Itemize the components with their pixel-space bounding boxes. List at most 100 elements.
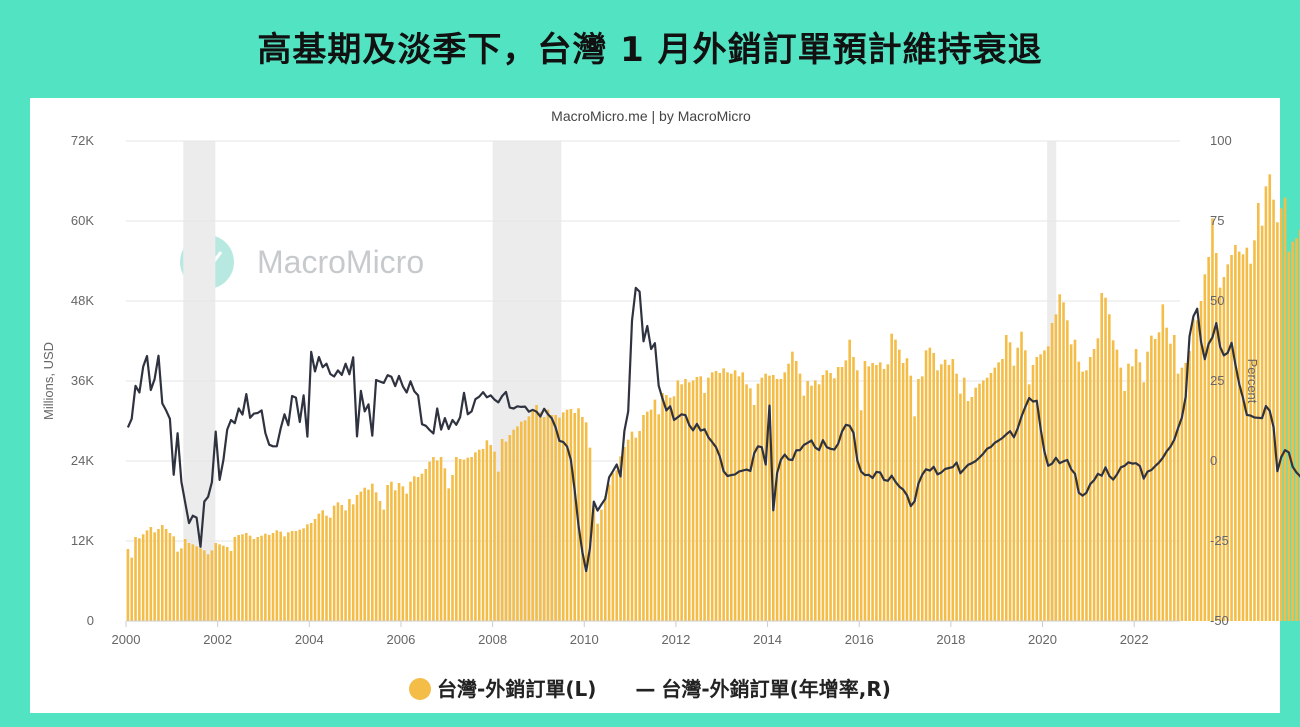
bar[interactable] [1295, 238, 1298, 622]
bar[interactable] [1069, 344, 1073, 621]
bar[interactable] [153, 532, 156, 621]
bar[interactable] [863, 361, 867, 621]
bar[interactable] [565, 409, 569, 621]
bar[interactable] [966, 401, 970, 621]
bar[interactable] [844, 360, 848, 621]
bar[interactable] [657, 414, 661, 621]
bar[interactable] [432, 457, 435, 621]
bar[interactable] [443, 468, 447, 621]
bar[interactable] [626, 439, 630, 621]
bar[interactable] [222, 545, 225, 621]
bar[interactable] [1253, 240, 1256, 622]
bar[interactable] [367, 489, 370, 621]
bar[interactable] [130, 557, 134, 621]
bar[interactable] [539, 412, 542, 621]
bar[interactable] [856, 370, 859, 621]
bar[interactable] [519, 421, 523, 621]
bar[interactable] [1085, 370, 1088, 621]
bar[interactable] [1211, 218, 1214, 622]
bar[interactable] [630, 431, 634, 621]
bar[interactable] [283, 536, 286, 621]
bar[interactable] [936, 370, 939, 621]
bar[interactable] [687, 382, 691, 621]
bar[interactable] [756, 383, 760, 621]
bar[interactable] [244, 533, 248, 621]
bar[interactable] [134, 537, 137, 621]
bar[interactable] [420, 473, 424, 621]
bar[interactable] [512, 429, 515, 621]
bar[interactable] [726, 372, 729, 621]
legend-item-line[interactable]: — 台灣-外銷訂單(年增率,R) [635, 673, 891, 702]
bar[interactable] [707, 377, 710, 621]
bar[interactable] [718, 373, 722, 621]
bar[interactable] [1256, 203, 1260, 621]
bar[interactable] [875, 365, 878, 621]
bar[interactable] [160, 525, 164, 621]
bar[interactable] [917, 379, 920, 621]
bar[interactable] [1268, 174, 1272, 622]
bar[interactable] [1066, 320, 1069, 621]
bar[interactable] [787, 363, 790, 621]
bar[interactable] [909, 375, 913, 621]
bar[interactable] [978, 383, 981, 621]
bar[interactable] [737, 376, 741, 621]
bar[interactable] [695, 377, 699, 621]
bar[interactable] [829, 373, 832, 621]
bar[interactable] [596, 523, 599, 621]
bar[interactable] [1123, 391, 1126, 621]
bar[interactable] [527, 416, 531, 621]
bar[interactable] [1092, 349, 1096, 621]
bar[interactable] [1054, 314, 1058, 621]
bar[interactable] [248, 535, 252, 621]
bar[interactable] [1134, 349, 1138, 621]
bar[interactable] [256, 537, 260, 621]
bar[interactable] [791, 351, 794, 621]
bar[interactable] [187, 543, 191, 621]
bar[interactable] [1169, 343, 1172, 621]
bar[interactable] [241, 534, 244, 621]
bar[interactable] [1016, 347, 1019, 621]
bar[interactable] [760, 377, 764, 621]
bar[interactable] [340, 505, 344, 621]
bar[interactable] [703, 393, 706, 621]
bar[interactable] [1222, 277, 1226, 621]
bar[interactable] [1218, 287, 1222, 621]
bar[interactable] [279, 531, 282, 621]
bar[interactable] [554, 415, 557, 621]
bar[interactable] [180, 548, 183, 621]
bar[interactable] [1192, 319, 1195, 621]
bar[interactable] [195, 546, 198, 621]
bar[interactable] [581, 417, 584, 621]
bar[interactable] [745, 384, 748, 621]
bar[interactable] [638, 431, 641, 621]
bar[interactable] [290, 531, 294, 621]
bar[interactable] [710, 372, 714, 621]
bar[interactable] [951, 359, 955, 621]
bar[interactable] [642, 415, 645, 621]
bar[interactable] [661, 393, 664, 621]
bar[interactable] [970, 397, 974, 621]
bar[interactable] [1127, 363, 1130, 621]
bar[interactable] [481, 449, 485, 621]
bar[interactable] [531, 409, 535, 621]
bar[interactable] [149, 527, 153, 621]
bar[interactable] [1165, 327, 1168, 621]
bar[interactable] [485, 440, 489, 621]
bar[interactable] [458, 459, 462, 621]
bar[interactable] [932, 353, 935, 621]
bar[interactable] [882, 369, 886, 621]
bar[interactable] [1234, 245, 1237, 621]
bar[interactable] [145, 530, 149, 621]
bar[interactable] [779, 379, 783, 621]
bar[interactable] [1058, 294, 1062, 621]
bar[interactable] [940, 364, 943, 621]
bar[interactable] [806, 381, 809, 621]
bar[interactable] [470, 457, 473, 621]
bar[interactable] [489, 445, 492, 621]
bar[interactable] [680, 384, 683, 621]
bar[interactable] [199, 548, 202, 621]
bar[interactable] [607, 484, 611, 621]
bar[interactable] [1180, 367, 1184, 621]
bar[interactable] [1245, 247, 1249, 621]
bar[interactable] [451, 475, 454, 621]
